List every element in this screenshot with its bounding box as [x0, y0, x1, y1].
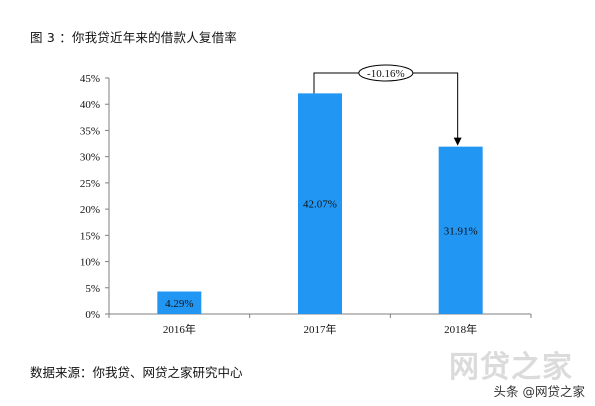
x-category-label: 2016年 — [163, 322, 196, 336]
bar — [438, 146, 483, 314]
bar — [298, 93, 342, 315]
bar-value-label: 42.07% — [303, 199, 337, 211]
y-tick-label: 35% — [80, 125, 100, 137]
source-note: 数据来源：你我贷、网贷之家研究中心 — [30, 365, 243, 380]
arrow-head — [453, 137, 462, 146]
y-tick-label: 45% — [80, 73, 100, 85]
chart-title: 图 3 ：你我贷近年来的借款人复借率 — [30, 30, 238, 45]
y-tick-label: 25% — [80, 178, 100, 190]
change-label: -10.16% — [367, 68, 405, 80]
bar-value-label: 4.29% — [165, 298, 193, 310]
change-label-bubble — [358, 64, 414, 82]
x-category-label: 2018年 — [444, 322, 477, 336]
watermark-caption: 头条 @网贷之家 — [493, 384, 585, 399]
watermark-logo: 网贷之家 — [449, 350, 573, 385]
y-tick-label: 10% — [80, 257, 100, 269]
y-tick-label: 40% — [80, 99, 100, 111]
y-tick-label: 5% — [85, 283, 100, 295]
y-tick-label: 20% — [80, 204, 100, 216]
y-tick-label: 30% — [80, 152, 100, 164]
y-tick-label: 0% — [85, 309, 100, 321]
x-category-label: 2017年 — [304, 322, 337, 336]
bar — [157, 291, 202, 314]
bar-value-label: 31.91% — [444, 225, 478, 237]
y-tick-label: 15% — [80, 230, 100, 242]
